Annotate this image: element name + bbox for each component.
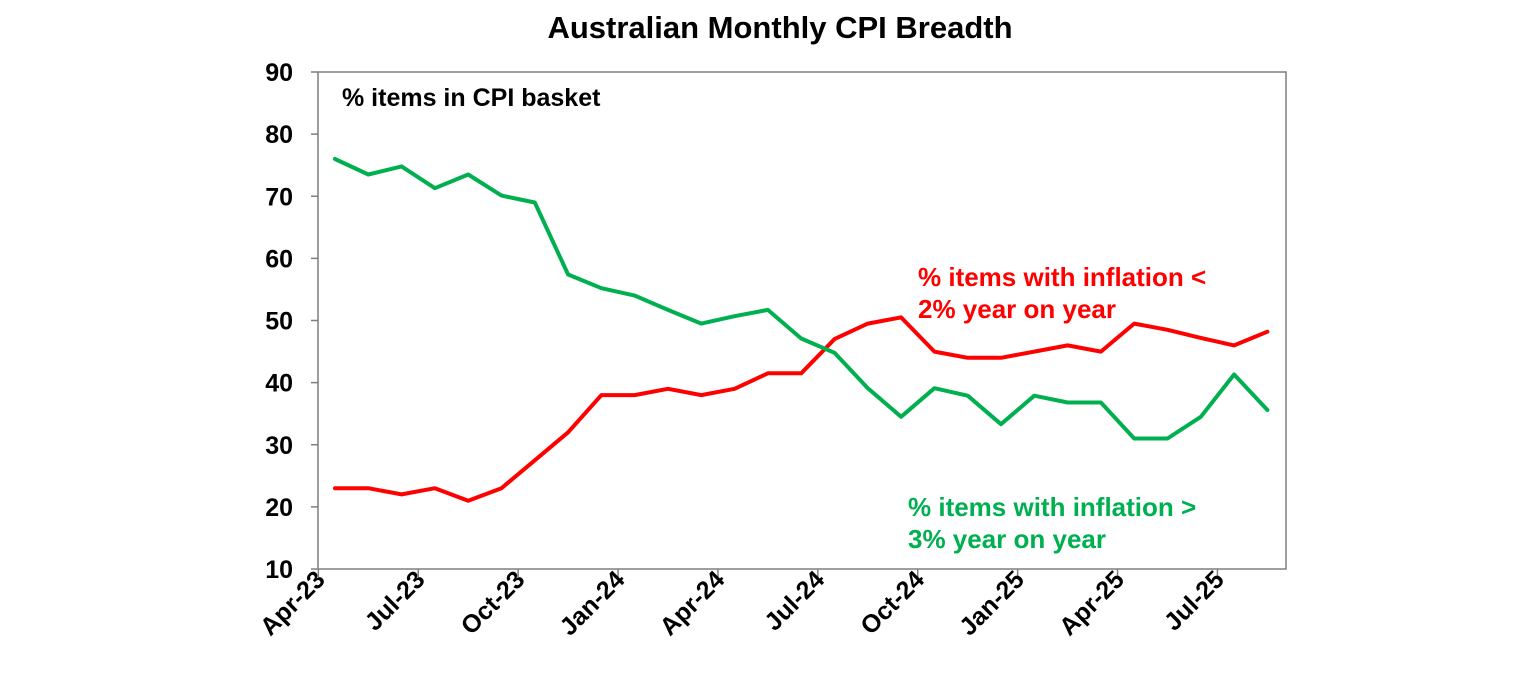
x-tick-label: Oct-23 [456,565,531,640]
x-tick-label: Jul-23 [360,565,431,636]
series-lines [333,157,1270,503]
x-tick-label: Jan-24 [554,565,630,641]
y-tick-label: 20 [265,494,293,522]
y-axis-label: % items in CPI basket [342,84,601,112]
series-label-1: 2% year on year [918,294,1116,324]
chart-title: Australian Monthly CPI Breadth [547,10,1012,45]
x-tick-label: Apr-24 [654,565,730,641]
series-line-1 [333,315,1270,503]
y-tick-label: 60 [265,245,293,273]
y-tick-label: 30 [265,432,293,460]
series-label-2: 3% year on year [908,524,1106,554]
series-label-2: % items with inflation > [908,492,1196,522]
y-tick-label: 90 [265,59,293,87]
y-tick-label: 10 [265,556,293,584]
series-labels: % items with inflation <2% year on year%… [908,262,1206,554]
y-tick-label: 50 [265,308,293,336]
x-tick-label: Oct-24 [855,565,930,640]
x-tick-label: Jul-24 [759,565,830,636]
y-tick-label: 40 [265,370,293,398]
x-tick-label: Jul-25 [1159,565,1230,636]
x-tick-label: Jan-25 [954,565,1030,641]
x-tick-label: Apr-25 [1054,565,1130,641]
y-tick-label: 70 [265,183,293,211]
y-tick-label: 80 [265,121,293,149]
series-label-1: % items with inflation < [918,262,1206,292]
series-line-2 [333,157,1270,441]
